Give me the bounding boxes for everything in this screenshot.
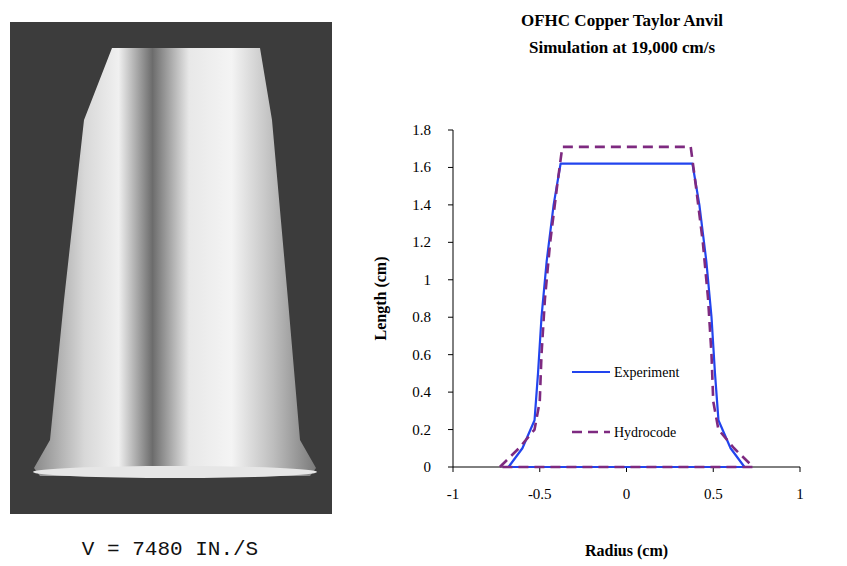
y-tick <box>448 429 453 430</box>
photo-background <box>10 22 332 514</box>
x-tick-label: -1 <box>447 486 460 502</box>
y-tick <box>448 354 453 355</box>
legend-swatch <box>572 371 610 373</box>
legend-label: Hydrocode <box>614 425 676 440</box>
photo-specimen-base <box>33 466 317 478</box>
y-tick-label: 1.8 <box>412 122 431 138</box>
y-axis-title: Length (cm) <box>372 257 390 341</box>
y-tick <box>448 167 453 168</box>
y-tick-label: 0.6 <box>412 347 431 363</box>
series-line <box>500 147 753 467</box>
y-tick <box>448 204 453 205</box>
legend-background <box>568 358 683 442</box>
y-tick-label: 1 <box>424 272 432 288</box>
y-tick-label: 1.2 <box>412 234 431 250</box>
x-tick <box>800 467 801 472</box>
x-tick-label: 0 <box>623 486 631 502</box>
y-tick <box>448 242 453 243</box>
chart-title: OFHC Copper Taylor Anvil <box>521 11 723 30</box>
y-tick-label: 0.8 <box>412 309 431 325</box>
y-tick-label: 1.4 <box>412 197 431 213</box>
photo-caption: V = 7480 IN./S <box>82 538 258 561</box>
photo-specimen <box>34 48 316 476</box>
y-tick <box>448 279 453 280</box>
x-tick-label: 0.5 <box>704 486 723 502</box>
chart-subtitle: Simulation at 19,000 cm/s <box>529 38 715 57</box>
x-tick-label: -0.5 <box>528 486 552 502</box>
y-tick-label: 0 <box>424 459 432 475</box>
y-tick-label: 0.4 <box>412 384 431 400</box>
y-tick-label: 0.2 <box>412 422 431 438</box>
plot-area <box>500 147 753 467</box>
legend: Experiment Hydrocode <box>568 358 683 442</box>
y-tick-label: 1.6 <box>412 159 431 175</box>
legend-label: Experiment <box>614 365 679 380</box>
x-axis-title: Radius (cm) <box>585 542 668 560</box>
y-tick <box>448 467 453 468</box>
y-tick <box>448 317 453 318</box>
x-tick-label: 1 <box>796 486 804 502</box>
y-tick <box>448 392 453 393</box>
x-tick <box>453 467 454 472</box>
page: V = 7480 IN./S OFHC Copper Taylor Anvil Si… <box>0 0 847 566</box>
y-axis-line <box>453 130 454 467</box>
legend-swatch <box>572 431 610 434</box>
y-tick <box>448 130 453 131</box>
